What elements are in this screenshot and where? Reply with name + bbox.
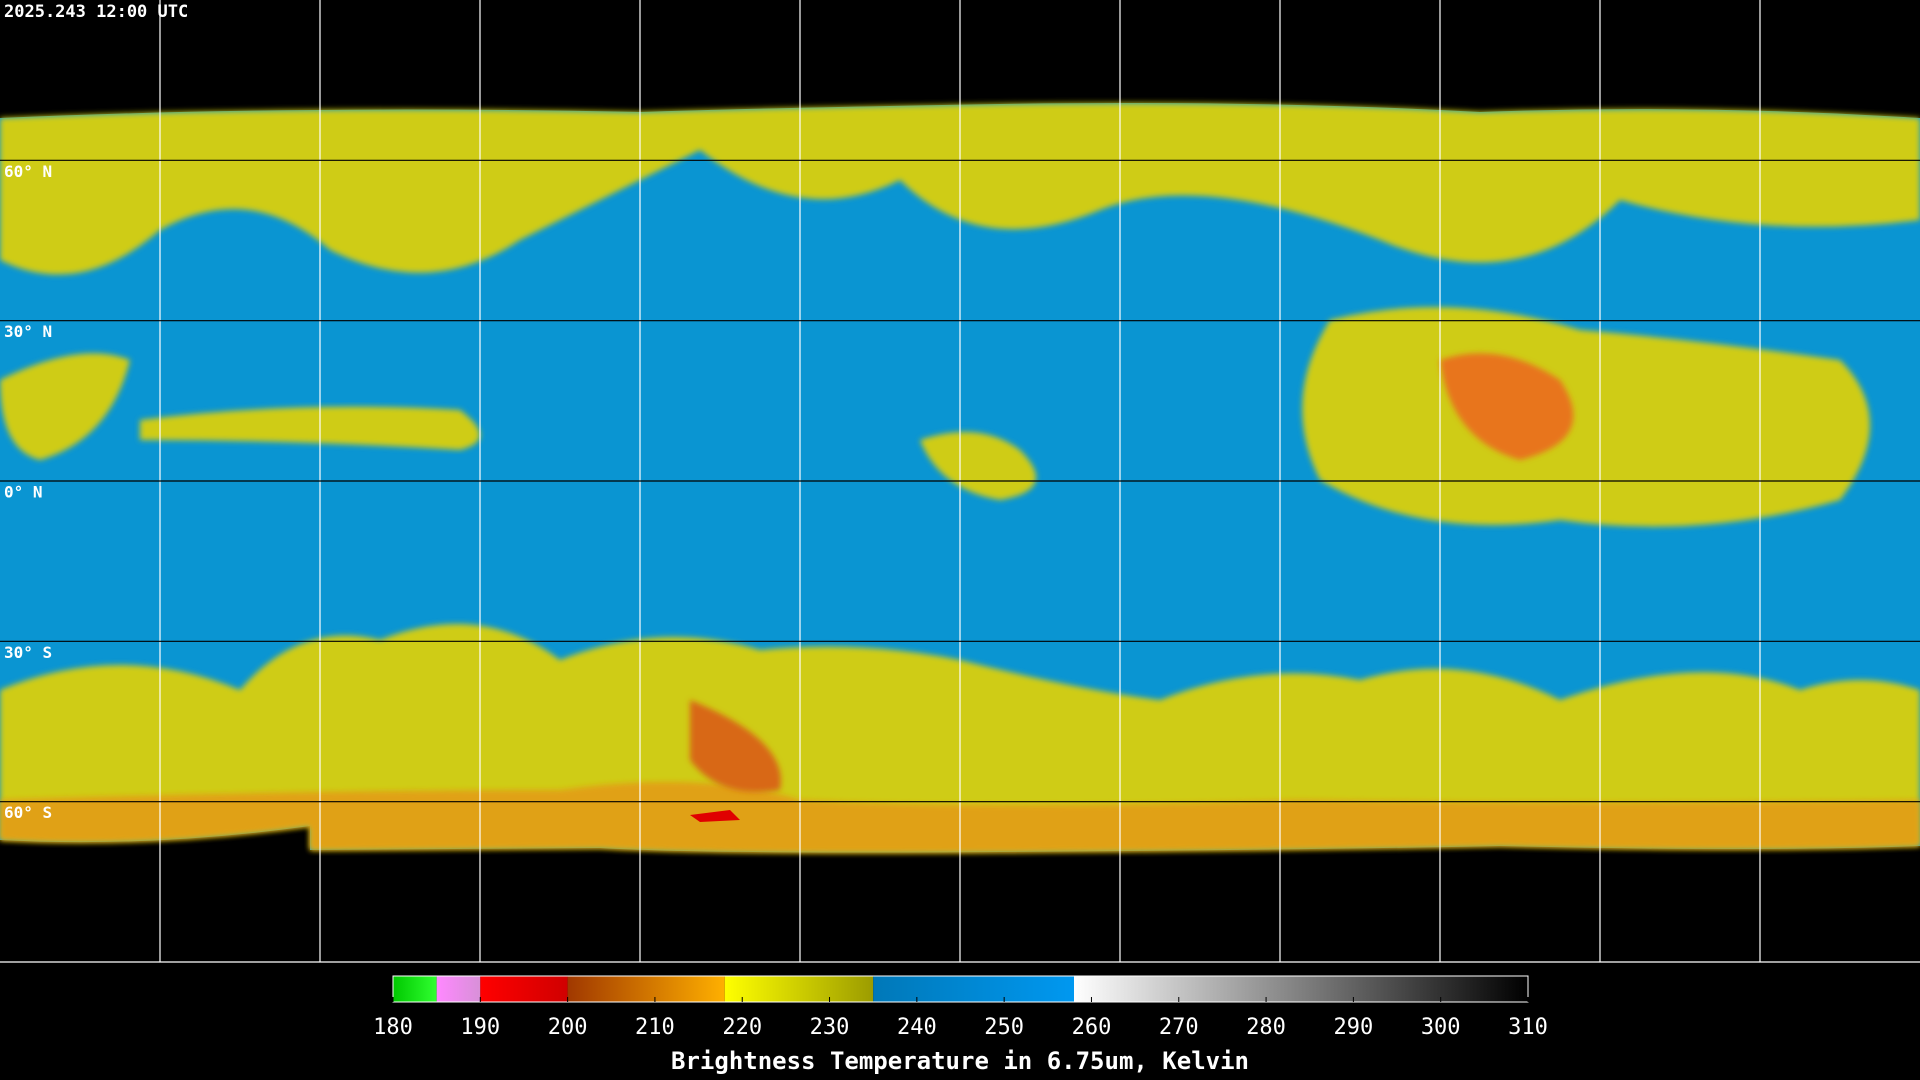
pacific-cloud bbox=[0, 353, 130, 460]
colorbar-tick-label: 210 bbox=[635, 1015, 675, 1040]
colorbar-tick-label: 200 bbox=[548, 1015, 588, 1040]
colorbar-segment bbox=[567, 976, 725, 1002]
latitude-label: 0° N bbox=[4, 483, 43, 502]
latitude-label: 60° N bbox=[4, 162, 52, 181]
itcz-cloud bbox=[140, 406, 480, 450]
colorbar-segment bbox=[873, 976, 1074, 1002]
colorbar-tick-label: 190 bbox=[460, 1015, 500, 1040]
colorbar-tick-label: 270 bbox=[1159, 1015, 1199, 1040]
latitude-label: 30° S bbox=[4, 643, 52, 662]
graticule: 60° N 30° N 0° N 30° S 60° S bbox=[0, 0, 1920, 963]
colorbar-frame bbox=[392, 975, 1529, 1003]
colorbar-tick-label: 180 bbox=[373, 1015, 413, 1040]
african-convection bbox=[920, 432, 1036, 500]
colorbar-tick-label: 300 bbox=[1421, 1015, 1461, 1040]
latitude-label: 30° N bbox=[4, 322, 52, 341]
colorbar-tick-label: 220 bbox=[722, 1015, 762, 1040]
latitude-label: 60° S bbox=[4, 803, 52, 822]
colorbar-tick-label: 310 bbox=[1508, 1015, 1548, 1040]
colorbar-segment bbox=[393, 976, 437, 1002]
colorbar: 180 190 200 210 220 230 240 250 260 270 280 290 300 3… bbox=[373, 975, 1548, 1040]
colorbar-title: Brightness Temperature in 6.75um, Kelvin bbox=[671, 1047, 1249, 1075]
colorbar-tick-label: 250 bbox=[984, 1015, 1024, 1040]
colorbar-segment bbox=[724, 976, 874, 1002]
colorbar-tick-label: 230 bbox=[810, 1015, 850, 1040]
colorbar-tick-label: 280 bbox=[1246, 1015, 1286, 1040]
cold-cloud-top bbox=[690, 810, 740, 822]
deep-convection bbox=[1440, 353, 1574, 460]
colorbar-segment bbox=[480, 976, 568, 1002]
colorbar-segment bbox=[1074, 976, 1528, 1002]
colorbar-segment bbox=[436, 976, 481, 1002]
southern-storm bbox=[690, 700, 781, 792]
timestamp: 2025.243 12:00 UTC bbox=[4, 2, 188, 22]
colorbar-tick-label: 240 bbox=[897, 1015, 937, 1040]
colorbar-tick-label: 260 bbox=[1072, 1015, 1112, 1040]
colorbar-tick-label: 290 bbox=[1334, 1015, 1374, 1040]
